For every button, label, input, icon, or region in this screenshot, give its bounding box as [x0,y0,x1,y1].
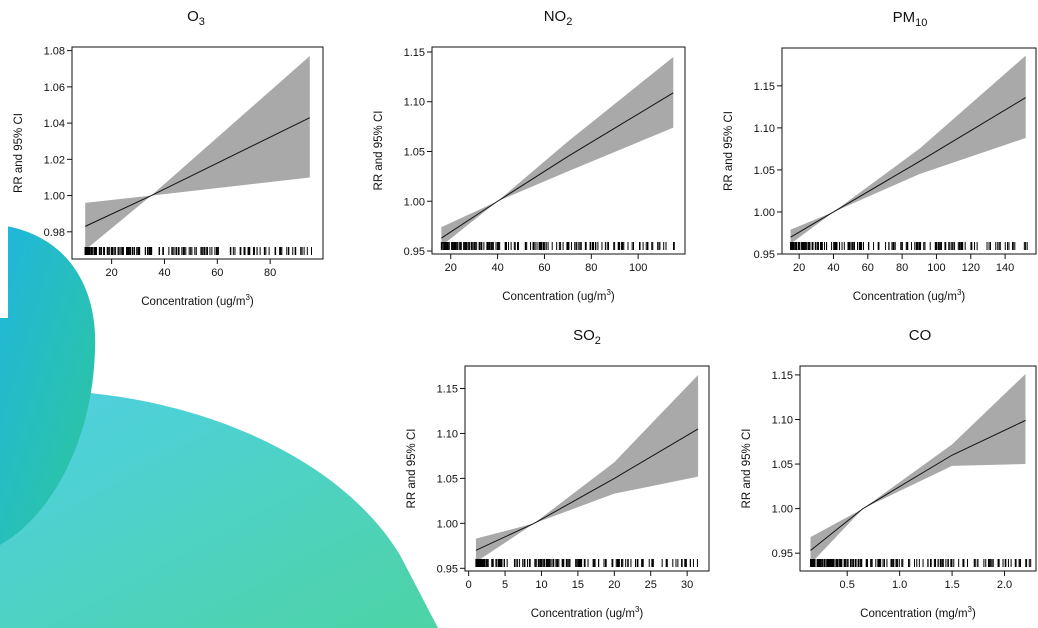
ci-band [441,56,674,247]
y-axis-label: RR and 95% CI [723,111,735,191]
chart-title: O3 [187,8,205,28]
y-tick-label: 1.00 [772,504,793,516]
y-tick-label: 0.98 [44,227,65,239]
y-tick-label: 1.15 [437,383,458,395]
x-tick-label: 80 [896,262,908,274]
x-tick-label: 40 [491,262,503,274]
fit-line [84,117,311,227]
x-tick-label: 30 [681,579,693,591]
x-axis-label: Concentration (ug/m3) [141,293,254,308]
x-tick-label: 10 [535,579,547,591]
ci-band [85,56,310,250]
y-tick-label: 1.00 [404,196,425,208]
y-tick-label: 1.15 [404,47,425,59]
chart-title: PM10 [893,9,928,29]
x-axis-label: Concentration (mg/m3) [860,605,976,620]
y-tick-label: 1.05 [404,146,425,158]
y-tick-label: 0.95 [754,249,775,261]
fit-line [475,428,699,551]
x-tick-label: 20 [106,267,118,279]
y-axis-label: RR and 95% CI [741,429,753,509]
x-tick-label: 100 [629,262,647,274]
x-axis-label: Concentration (ug/m3) [531,605,644,620]
chart-title: NO2 [544,8,573,28]
y-tick-label: 1.00 [754,207,775,219]
x-tick-label: 80 [264,267,276,279]
x-tick-label: 80 [585,262,597,274]
y-tick-label: 0.95 [772,548,793,560]
x-tick-label: 100 [927,262,945,274]
x-tick-label: 1.5 [944,579,959,591]
y-tick-label: 1.02 [44,154,65,166]
y-tick-label: 1.10 [437,428,458,440]
x-tick-label: 20 [793,262,805,274]
y-tick-label: 1.10 [404,97,425,109]
x-tick-label: 20 [608,579,620,591]
x-tick-label: 140 [996,262,1014,274]
x-tick-label: 40 [158,267,170,279]
fit-line [810,419,1026,551]
y-axis-label: RR and 95% CI [13,113,25,193]
y-tick-label: 1.04 [44,118,65,130]
ci-band [790,55,1026,244]
y-axis-label: RR and 95% CI [406,429,418,509]
y-tick-label: 1.05 [754,165,775,177]
ci-band [475,374,699,563]
x-tick-label: 0 [466,579,472,591]
x-tick-label: 60 [862,262,874,274]
chart-title: CO [909,327,932,344]
y-tick-label: 0.95 [437,563,458,575]
x-tick-label: 25 [645,579,657,591]
x-tick-label: 5 [502,579,508,591]
x-tick-label: 20 [445,262,457,274]
y-tick-label: 1.15 [754,81,775,93]
fit-line [441,92,674,239]
x-tick-label: 2.0 [997,579,1012,591]
x-tick-label: 60 [211,267,223,279]
x-tick-label: 40 [827,262,839,274]
chart-title: SO2 [573,327,601,347]
y-tick-label: 1.15 [772,370,793,382]
x-tick-label: 120 [962,262,980,274]
x-axis-label: Concentration (ug/m3) [502,288,615,303]
x-tick-label: 60 [538,262,550,274]
fit-line [790,97,1026,238]
y-tick-label: 1.10 [754,123,775,135]
y-tick-label: 1.05 [437,473,458,485]
y-tick-label: 1.00 [44,191,65,203]
y-tick-label: 1.00 [437,518,458,530]
y-tick-label: 0.95 [404,246,425,258]
y-tick-label: 1.10 [772,414,793,426]
y-tick-label: 1.06 [44,82,65,94]
x-tick-label: 15 [572,579,584,591]
y-axis-label: RR and 95% CI [373,111,385,191]
x-tick-label: 0.5 [840,579,855,591]
y-tick-label: 1.08 [44,46,65,58]
x-tick-label: 1.0 [892,579,907,591]
y-tick-label: 1.05 [772,459,793,471]
ci-band [810,374,1026,564]
x-axis-label: Concentration (ug/m3) [853,288,966,303]
